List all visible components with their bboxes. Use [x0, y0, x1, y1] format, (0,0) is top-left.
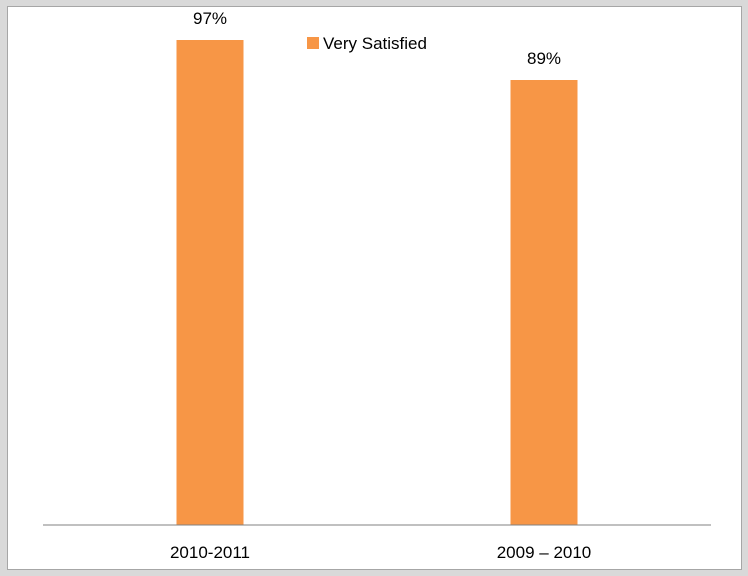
bars-layer: [176, 40, 578, 525]
x-tick-label-1: 2010-2011: [170, 543, 250, 562]
data-label-2: 89%: [527, 49, 561, 68]
data-labels-layer: 97% 89%: [193, 9, 561, 68]
x-tick-labels-layer: 2010-2011 2009 – 2010: [170, 543, 591, 562]
bar-1: [176, 40, 244, 525]
legend-swatch-very-satisfied: [307, 37, 319, 49]
legend-label-very-satisfied: Very Satisfied: [323, 34, 427, 53]
bar-2: [510, 80, 578, 525]
x-tick-label-2: 2009 – 2010: [497, 543, 592, 562]
legend: Very Satisfied: [307, 34, 427, 53]
bar-chart: Very Satisfied 97% 89% 2010-2011 2009 – 20…: [43, 9, 711, 562]
chart-frame: Very Satisfied 97% 89% 2010-2011 2009 – 20…: [7, 6, 742, 570]
data-label-1: 97%: [193, 9, 227, 28]
